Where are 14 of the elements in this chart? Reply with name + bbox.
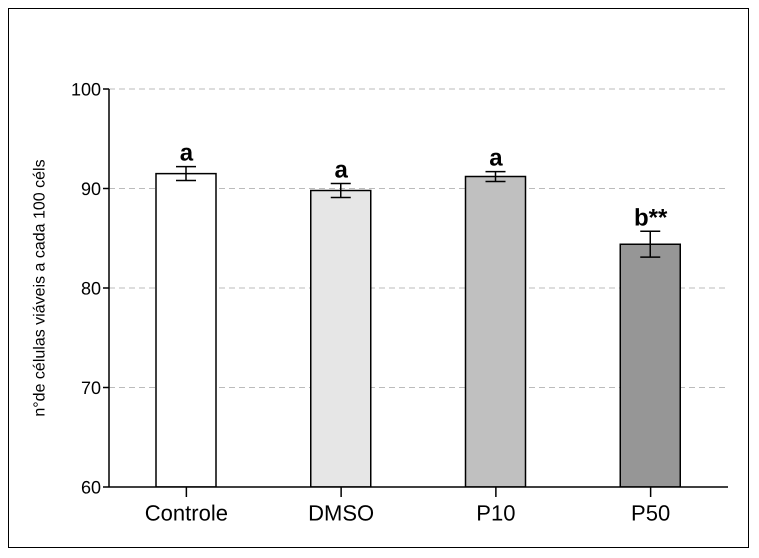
x-tick-label: DMSO <box>308 500 374 526</box>
y-tick-label: 100 <box>70 79 101 100</box>
x-tick-label: P10 <box>476 500 516 526</box>
x-tick-label: P50 <box>631 500 670 526</box>
annotation: a <box>334 156 348 184</box>
y-axis-title: n°de células viáveis a cada 100 céls <box>32 159 49 417</box>
annotation: a <box>180 140 194 167</box>
x-tick-label: Controle <box>144 500 228 526</box>
y-tick-label: 90 <box>80 178 101 199</box>
y-tick-label: 70 <box>80 378 101 398</box>
y-tick-label: 60 <box>80 477 101 498</box>
y-tick-label: 80 <box>80 278 101 298</box>
annotation: b** <box>634 204 668 232</box>
annotation: a <box>489 144 504 172</box>
